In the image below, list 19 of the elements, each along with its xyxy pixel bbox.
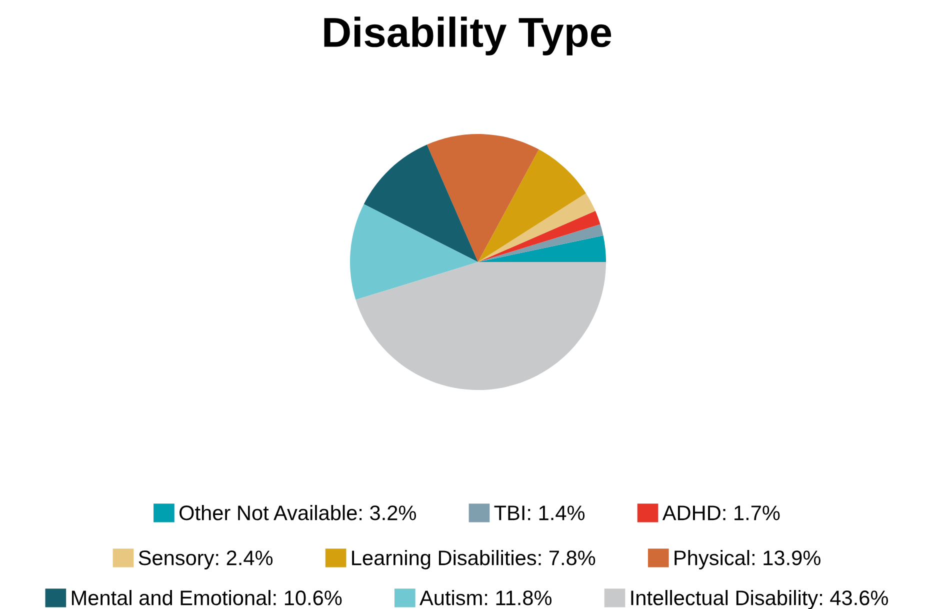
legend-label: Learning Disabilities: 7.8% (352, 550, 596, 570)
legend-label: Mental and Emotional: 10.6% (72, 590, 342, 606)
pie-slice (478, 235, 606, 262)
legend-label: Intellectual Disability: 43.6% (631, 590, 888, 609)
legend-label: Autism: 11.8% (420, 590, 552, 606)
pie-slice (364, 144, 478, 262)
pie-slice (478, 193, 596, 262)
pie-slice (356, 262, 606, 390)
pie-slice (426, 134, 539, 262)
legend-label: ADHD: 1.7% (662, 506, 780, 520)
pie-slice (478, 149, 586, 262)
chart-title: Disability Type (324, 16, 612, 56)
legend-label: Physical: 13.9% (674, 550, 820, 570)
legend-label: Sensory: 2.4% (138, 550, 273, 570)
legend-label: Other Not Available: 3.2% (180, 504, 416, 520)
legend-label: TBI: 1.4% (494, 506, 585, 520)
pie-slice (478, 210, 600, 262)
pie-slice (478, 224, 604, 262)
pie-slice (350, 204, 478, 300)
